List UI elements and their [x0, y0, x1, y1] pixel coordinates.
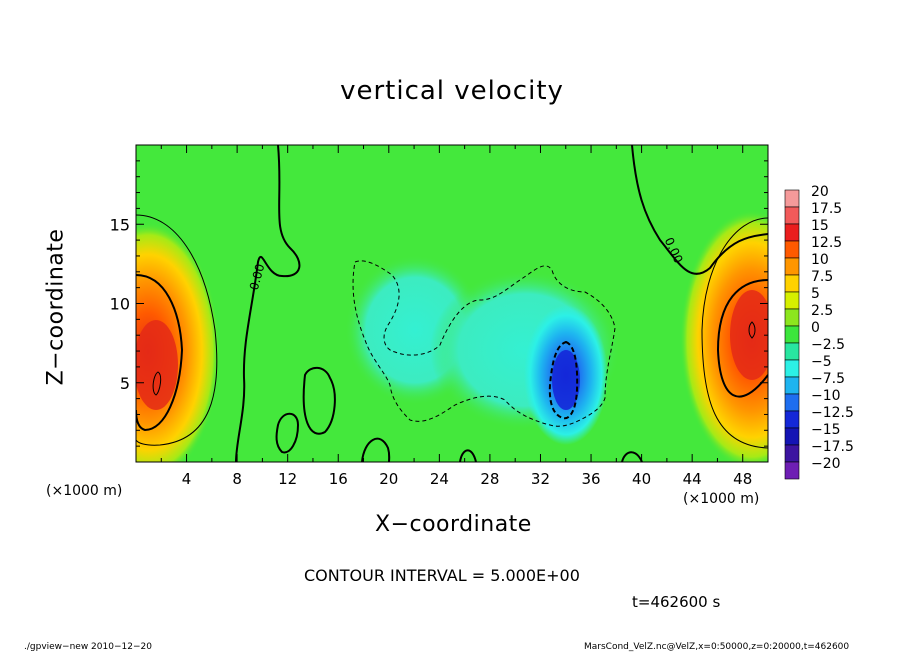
x-unit-right: (×1000 m) — [683, 491, 760, 507]
contour-left-5 — [136, 214, 218, 446]
footer-program: ./gpview−new 2010−12−20 — [24, 642, 152, 652]
colorbar-swatch — [784, 206, 800, 225]
x-tick-label: 16 — [329, 470, 348, 488]
colorbar-label: 0 — [811, 320, 820, 336]
x-tick-label: 32 — [531, 470, 550, 488]
contour-zero-island-b — [275, 412, 300, 454]
colorbar-swatch — [784, 427, 800, 446]
colorbar-swatch — [784, 461, 800, 480]
colorbar-label: 17.5 — [811, 201, 842, 217]
x-tick-label: 4 — [182, 470, 192, 488]
x-tick-label: 12 — [278, 470, 297, 488]
colorbar-swatch — [784, 410, 800, 429]
colorbar-swatch — [784, 359, 800, 378]
footer-source: MarsCond_VelZ.nc@VelZ,x=0:50000,z=0:2000… — [584, 642, 850, 652]
x-axis-ticks: 4 8 12 16 20 24 28 32 36 40 44 48 — [160, 145, 752, 488]
colorbar-swatch — [784, 291, 800, 310]
colorbar-swatch — [784, 393, 800, 412]
x-tick-label: 36 — [581, 470, 600, 488]
chart-title: vertical velocity — [340, 76, 564, 106]
updraft-left-core — [136, 320, 178, 410]
downdraft-peak — [552, 350, 580, 410]
colorbar-swatch — [784, 376, 800, 395]
updraft-right-core — [730, 290, 768, 380]
colorbar-label: −20 — [811, 456, 841, 472]
colorbar-label: −10 — [811, 388, 841, 404]
colorbar-label: 20 — [811, 184, 829, 200]
colorbar-label: 5 — [811, 286, 820, 302]
x-tick-label: 8 — [232, 470, 242, 488]
colorbar-label: −15 — [811, 422, 841, 438]
y-tick-label: 10 — [110, 295, 130, 314]
colorbar-label: −7.5 — [811, 371, 845, 387]
colorbar-label: 10 — [811, 252, 829, 268]
colorbar-label: 2.5 — [811, 303, 833, 319]
contour-zero-right-top — [631, 145, 768, 275]
y-axis-label: Z−coordinate — [43, 228, 69, 386]
y-tick-label: 5 — [120, 374, 130, 393]
y-axis-ticks: 5 10 15 — [110, 160, 768, 447]
colorbar-swatch — [784, 240, 800, 259]
y-tick-label: 15 — [110, 215, 130, 234]
x-tick-label: 48 — [733, 470, 752, 488]
colorbar-swatch — [784, 325, 800, 344]
x-tick-label: 28 — [480, 470, 499, 488]
contour-label: 0.00 — [247, 262, 267, 291]
colorbar-swatch — [784, 342, 800, 361]
colorbar-swatch — [784, 257, 800, 276]
colorbar-swatch — [784, 308, 800, 327]
contour-zero-island-e — [621, 451, 643, 462]
colorbar-label: −12.5 — [811, 405, 854, 421]
time-stamp: t=462600 s — [632, 593, 721, 611]
colorbar: 2017.51512.5107.552.50−2.5−5−7.5−10−12.5… — [784, 184, 854, 480]
contour-interval: CONTOUR INTERVAL = 5.000E+00 — [304, 566, 580, 585]
contour-zero-island-d — [459, 449, 477, 462]
colorbar-label: −5 — [811, 354, 832, 370]
contour-right-15 — [748, 321, 756, 339]
colorbar-label: 7.5 — [811, 269, 833, 285]
colorbar-label: −2.5 — [811, 337, 845, 353]
colorbar-swatch — [784, 444, 800, 463]
x-tick-label: 24 — [430, 470, 449, 488]
colorbar-label: −17.5 — [811, 439, 854, 455]
x-tick-label: 40 — [632, 470, 651, 488]
contour-left-10 — [136, 274, 184, 432]
contour-left-15 — [152, 371, 162, 396]
colorbar-swatch — [784, 189, 800, 208]
x-tick-label: 44 — [683, 470, 702, 488]
contour-right-5 — [701, 217, 768, 449]
heatmap-field — [136, 145, 768, 462]
x-unit-left: (×1000 m) — [46, 483, 123, 499]
colorbar-swatch — [784, 274, 800, 293]
contour-lines — [136, 145, 768, 462]
colorbar-label: 15 — [811, 218, 829, 234]
contour-zero-left — [235, 145, 301, 462]
contour-right-10 — [716, 279, 768, 398]
colorbar-label: 12.5 — [811, 235, 842, 251]
contour-neg-5 — [352, 260, 616, 427]
x-axis-label: X−coordinate — [375, 512, 532, 537]
x-tick-label: 20 — [379, 470, 398, 488]
colorbar-swatch — [784, 223, 800, 242]
contour-zero-island-a — [302, 366, 336, 435]
